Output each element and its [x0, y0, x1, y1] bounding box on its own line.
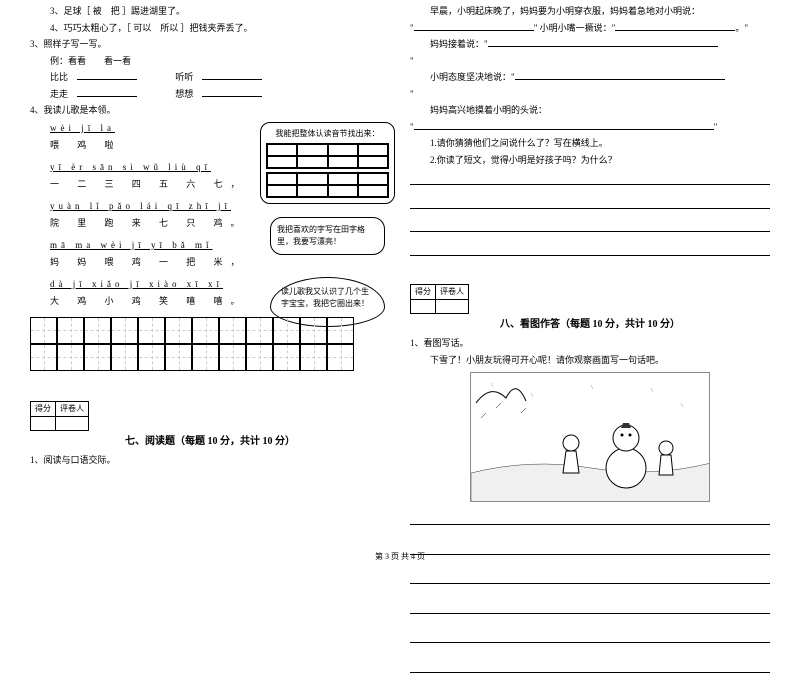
answer-line[interactable]: [410, 603, 770, 614]
q4-title: 4、我读儿歌是本领。: [30, 104, 390, 118]
q4-text: 4、巧巧太粗心了，［ 可以 所以 ］把钱夹弄丢了。: [30, 22, 390, 36]
blank[interactable]: [77, 88, 137, 97]
grader-label: 评卷人: [56, 401, 89, 416]
score-cell[interactable]: [411, 300, 436, 314]
pair-row-1: 比比 听听: [30, 71, 390, 85]
mom-happy: 妈妈高兴地摸着小明的头说：: [410, 104, 770, 118]
worksheet-page: 3、足球［ 被 把 ］踢进湖里了。 4、巧巧太粗心了，［ 可以 所以 ］把钱夹弄…: [0, 0, 800, 550]
sub-q2: 2.你读了短文，觉得小明是好孩子吗？为什么？: [410, 154, 770, 168]
blank[interactable]: [202, 88, 262, 97]
pair-b: 听听: [175, 72, 193, 82]
q3-text: 3、足球［ 被 把 ］踢进湖里了。: [30, 5, 390, 19]
grader-cell[interactable]: [436, 300, 469, 314]
reading-q: 1、阅读与口语交际。: [30, 454, 390, 468]
snow-illustration: [471, 373, 710, 502]
pic-desc: 下雪了！小朋友玩得可开心呢！请你观察画面写一句话吧。: [410, 354, 770, 368]
section-8-title: 八、看图作答（每题 10 分，共计 10 分）: [410, 317, 770, 332]
blank[interactable]: [515, 71, 725, 80]
pair-b: 想想: [175, 89, 193, 99]
section-7-title: 七、阅读题（每题 10 分，共计 10 分）: [30, 434, 390, 449]
score-label: 得分: [411, 285, 436, 300]
ming-say: 小明小嘴一撅说：": [540, 23, 616, 33]
character-grid[interactable]: [30, 317, 390, 371]
pic-q: 1、看图写话。: [410, 337, 770, 351]
bubble-syllable: 我能把整体认读音节找出来：: [260, 122, 395, 204]
answer-line[interactable]: [410, 198, 770, 209]
grader-cell[interactable]: [56, 416, 89, 430]
sub-q1: 1.请你猜猜他们之间说什么了？写在横线上。: [410, 137, 770, 151]
answer-line[interactable]: [410, 514, 770, 525]
blank[interactable]: [414, 121, 714, 130]
answer-line[interactable]: [410, 221, 770, 232]
answer-line[interactable]: [410, 245, 770, 256]
bubble-text: 我把喜欢的字写在田字格里，我要写漂亮！: [277, 225, 365, 246]
answer-line[interactable]: [410, 632, 770, 643]
page-footer: 第 3 页 共 4 页: [0, 551, 800, 563]
blank[interactable]: [488, 38, 718, 47]
score-cell[interactable]: [31, 416, 56, 430]
story-intro: 早晨，小明起床晚了，妈妈要为小明穿衣服，妈妈着急地对小明说：: [410, 5, 770, 19]
grader-label: 评卷人: [436, 285, 469, 300]
quote-line: "": [410, 121, 770, 135]
answer-line[interactable]: [410, 174, 770, 185]
pair-a: 走走: [50, 89, 68, 99]
syllable-grid[interactable]: [266, 172, 389, 198]
snow-scene-image: [470, 372, 710, 502]
score-box: 得分评卷人: [410, 284, 469, 314]
ming-firm: 小明态度坚决地说：": [410, 71, 770, 85]
writing-lines: [410, 507, 770, 684]
bubble-label: 我能把整体认读音节找出来：: [266, 128, 389, 140]
score-box: 得分评卷人: [30, 401, 89, 431]
blank[interactable]: [202, 71, 262, 80]
left-column: 3、足球［ 被 把 ］踢进湖里了。 4、巧巧太粗心了，［ 可以 所以 ］把钱夹弄…: [20, 5, 400, 535]
pair-a: 比比: [50, 72, 68, 82]
quote-line: "" 小明小嘴一撅说："。": [410, 22, 770, 36]
bubble-write: 我把喜欢的字写在田字格里，我要写漂亮！: [270, 217, 385, 255]
syllable-grid[interactable]: [266, 143, 389, 169]
pair-row-2: 走走 想想: [30, 88, 390, 102]
right-column: 早晨，小明起床晚了，妈妈要为小明穿衣服，妈妈着急地对小明说： "" 小明小嘴一撅…: [400, 5, 780, 535]
bubble-text: 读儿歌我又认识了几个生字宝宝，我把它圈出来！: [281, 287, 369, 308]
hanzi: 妈 妈 喂 鸡 一 把 米，: [50, 256, 390, 270]
blank[interactable]: [615, 22, 735, 31]
answer-line[interactable]: [410, 662, 770, 673]
blank[interactable]: [77, 71, 137, 80]
answer-line[interactable]: [410, 573, 770, 584]
q3-title: 3、照样子写一写。: [30, 38, 390, 52]
mom-then: 妈妈接着说：": [410, 38, 770, 52]
example: 例：看看 看一看: [30, 55, 390, 69]
score-label: 得分: [31, 401, 56, 416]
blank[interactable]: [414, 22, 534, 31]
